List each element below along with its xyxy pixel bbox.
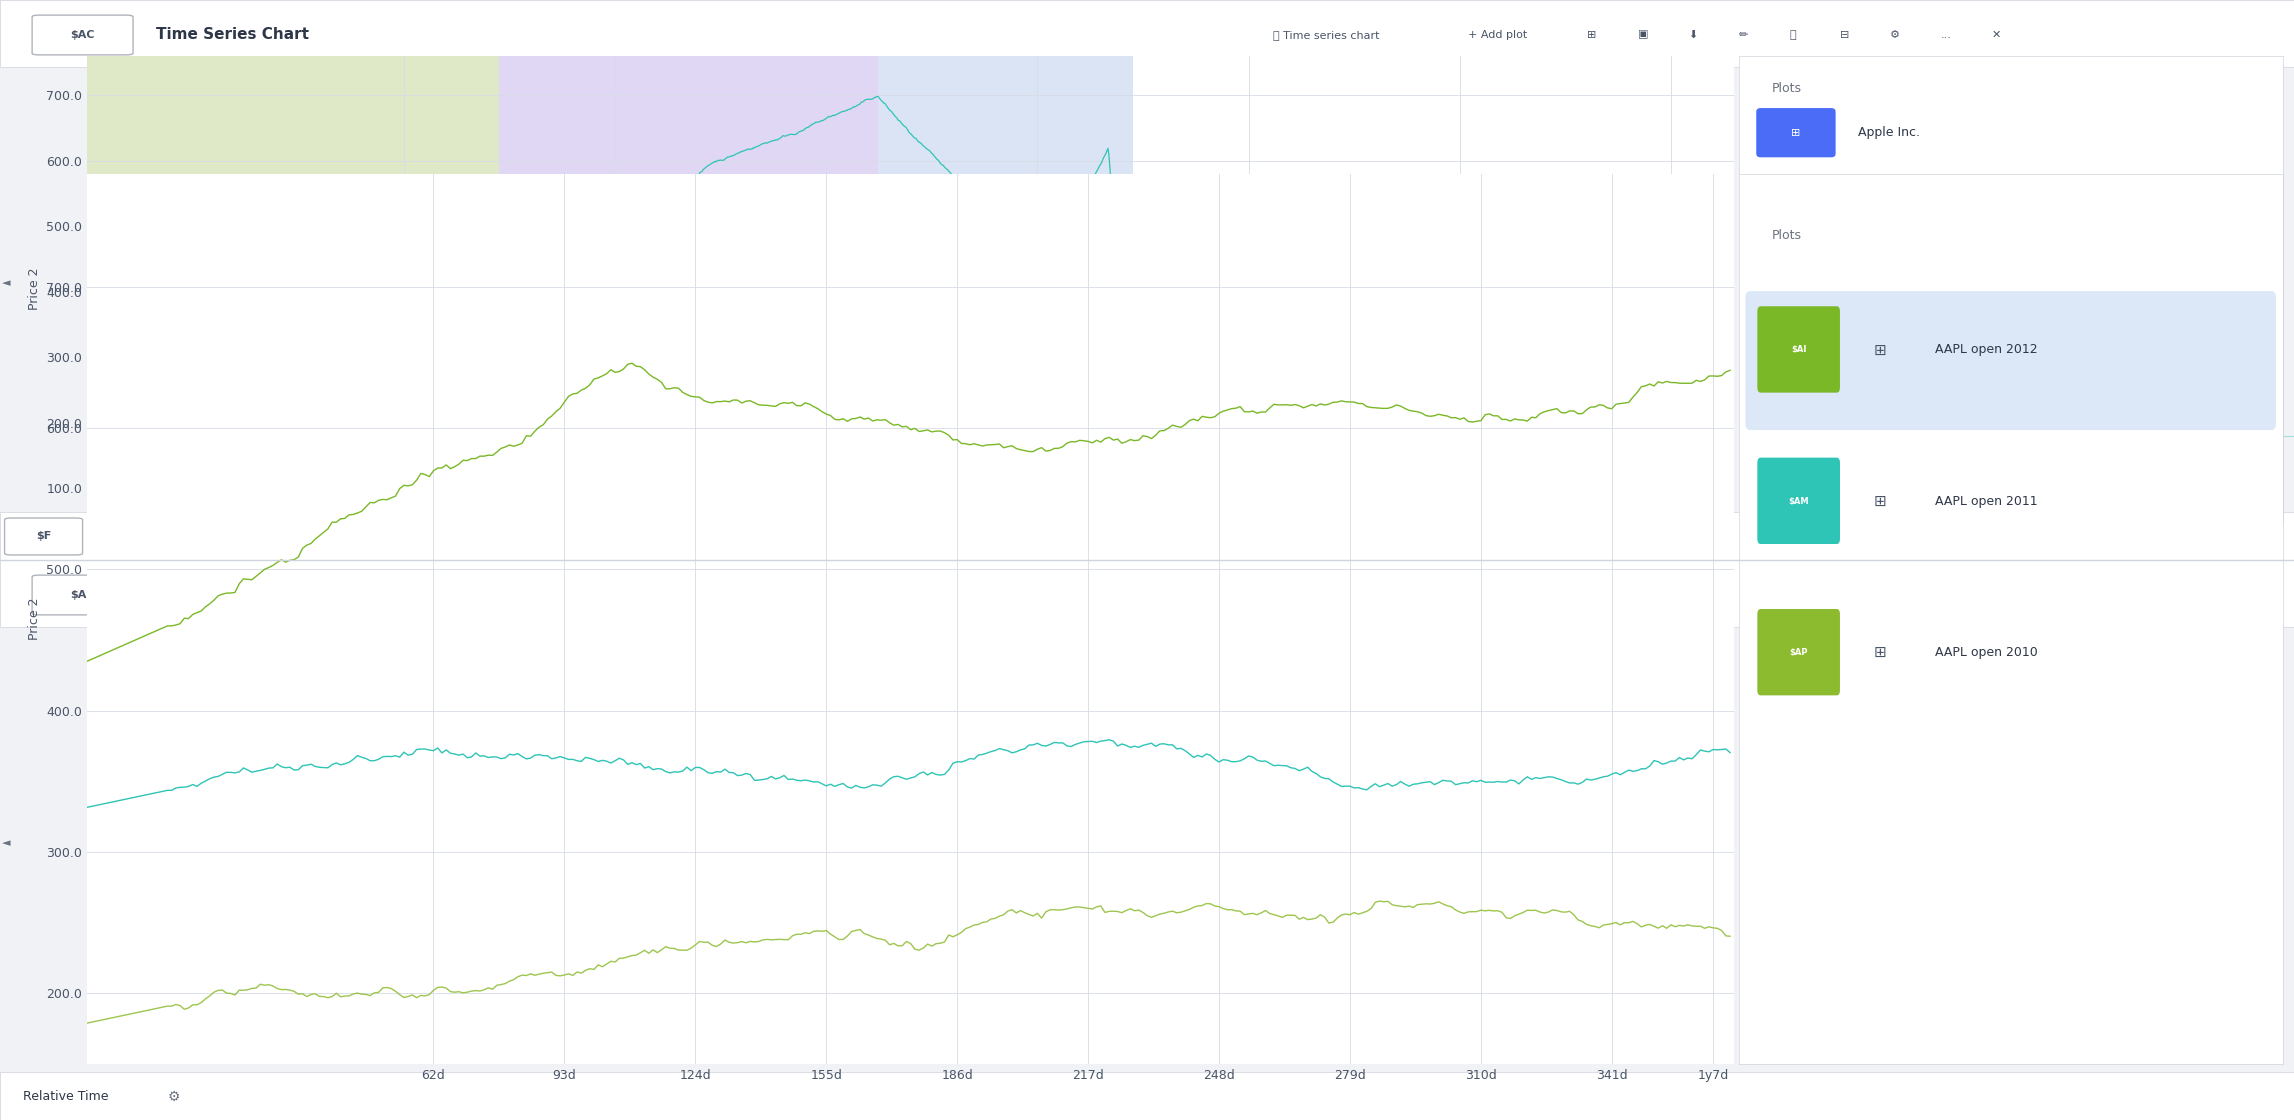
Text: [⊣]: [⊣] [1860, 430, 1881, 442]
Text: ⚙: ⚙ [163, 530, 177, 543]
Text: Time Series Chart: Time Series Chart [156, 587, 310, 603]
Text: AAPL open 2010: AAPL open 2010 [1934, 646, 2037, 660]
Text: ⊞: ⊞ [1874, 645, 1886, 660]
Bar [500, 56, 879, 521]
Text: Apple Inc. Open Price: Apple Inc. Open Price [1913, 193, 2039, 206]
Bar [879, 56, 1133, 521]
Text: 2012: 2012 [1938, 430, 1968, 442]
Text: ⏱ Time series chart: ⏱ Time series chart [1273, 30, 1379, 39]
Text: $F: $F [37, 532, 50, 541]
Text: ⊞: ⊞ [1587, 590, 1597, 599]
FancyBboxPatch shape [1757, 108, 1835, 157]
Text: $AM: $AM [1789, 497, 1810, 506]
Text: ✕: ✕ [1991, 590, 2000, 599]
Text: 2011: 2011 [1938, 365, 1968, 377]
Text: 2010: 2010 [1938, 299, 1968, 312]
Text: ▣: ▣ [1638, 590, 1649, 599]
FancyBboxPatch shape [0, 1073, 2294, 1120]
Text: ⤢: ⤢ [1789, 590, 1796, 599]
FancyBboxPatch shape [1757, 306, 1840, 393]
Text: + Add plot: + Add plot [1468, 590, 1528, 599]
Text: $AI: $AI [1792, 345, 1805, 354]
Y-axis label: Price 2: Price 2 [28, 268, 41, 309]
Text: ...: ... [1941, 30, 1952, 39]
Text: $AK: $AK [71, 590, 94, 599]
Text: ✏: ✏ [1739, 30, 1748, 39]
Text: Relative Time: Relative Time [23, 1090, 108, 1103]
Text: ⊟: ⊟ [1840, 590, 1849, 599]
Text: ...: ... [1941, 590, 1952, 599]
Text: Plots: Plots [1771, 82, 1801, 95]
Text: ✕: ✕ [1991, 30, 2000, 39]
Text: + Add plot: + Add plot [1468, 30, 1528, 39]
Text: ⏱ Time series chart: ⏱ Time series chart [1273, 590, 1379, 599]
Text: [⊣]: [⊣] [1860, 365, 1881, 377]
Text: Plots: Plots [1771, 230, 1801, 242]
Text: $AP: $AP [1789, 648, 1808, 657]
Text: ⬇: ⬇ [1688, 30, 1698, 39]
Text: $AE: $AE [1798, 301, 1817, 310]
FancyBboxPatch shape [32, 15, 133, 55]
Text: ⤢: ⤢ [1789, 30, 1796, 39]
Text: ▣: ▣ [1638, 30, 1649, 39]
Text: AAPL open 2011: AAPL open 2011 [1934, 495, 2037, 507]
Text: ◄: ◄ [2, 838, 11, 848]
Text: ⊞: ⊞ [1792, 128, 1801, 138]
Bar [87, 56, 500, 521]
FancyBboxPatch shape [1757, 458, 1840, 544]
FancyBboxPatch shape [1769, 348, 1844, 393]
FancyBboxPatch shape [0, 560, 2294, 627]
Text: ⚙: ⚙ [167, 1090, 181, 1103]
FancyBboxPatch shape [0, 513, 2294, 560]
Y-axis label: Price 2: Price 2 [28, 598, 41, 640]
Text: $AF: $AF [1798, 366, 1817, 375]
Text: Apple Inc.: Apple Inc. [1858, 127, 1920, 139]
Text: Ranges: Ranges [1771, 254, 1817, 267]
Text: ⊞: ⊞ [1874, 343, 1886, 357]
FancyBboxPatch shape [1757, 609, 1840, 696]
Text: ✏: ✏ [1739, 590, 1748, 599]
Text: $AG: $AG [1796, 431, 1817, 440]
Text: ◄: ◄ [2, 278, 11, 288]
Text: ⊟: ⊟ [1840, 30, 1849, 39]
Text: $AC: $AC [71, 30, 94, 39]
Text: ⬇: ⬇ [1688, 590, 1698, 599]
Text: $M: $M [1798, 195, 1815, 204]
Text: AAPL open 2012: AAPL open 2012 [1934, 344, 2037, 356]
Text: Time Series Chart: Time Series Chart [156, 27, 310, 43]
Text: ⊞: ⊞ [1587, 30, 1597, 39]
FancyBboxPatch shape [0, 0, 2294, 67]
FancyBboxPatch shape [5, 517, 83, 556]
FancyBboxPatch shape [1769, 176, 1844, 222]
FancyBboxPatch shape [1769, 413, 1844, 458]
Text: Time: Time [92, 530, 122, 543]
Text: ⚙: ⚙ [1890, 590, 1899, 599]
FancyBboxPatch shape [1746, 291, 2276, 430]
FancyBboxPatch shape [1769, 283, 1844, 328]
FancyBboxPatch shape [32, 576, 133, 615]
Text: ⚙: ⚙ [1890, 30, 1899, 39]
Text: ⊞: ⊞ [1874, 494, 1886, 508]
Text: [⊣]: [⊣] [1860, 299, 1881, 312]
